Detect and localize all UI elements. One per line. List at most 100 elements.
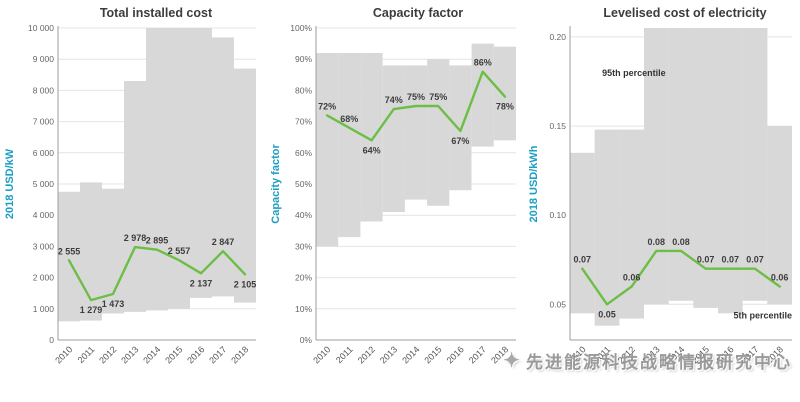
svg-text:0: 0 [49,335,54,345]
svg-text:75%: 75% [429,92,447,102]
svg-text:86%: 86% [474,58,492,68]
svg-text:2 555: 2 555 [58,246,81,256]
watermark-star-icon: ✦ [503,350,522,372]
svg-text:2011: 2011 [334,344,355,365]
svg-text:75%: 75% [407,92,425,102]
svg-text:2015: 2015 [422,344,443,365]
axes [315,26,516,341]
svg-text:10 000: 10 000 [28,23,54,33]
svg-text:2011: 2011 [76,344,97,365]
svg-text:80%: 80% [295,85,312,95]
svg-text:2015: 2015 [163,344,184,365]
svg-text:2017: 2017 [467,344,488,365]
levelised-cost-chart: 0.05 0.10 0.15 0.20 0.07 0.05 0.06 0.08 0.08 0.07… [528,26,792,366]
value-line [581,249,781,306]
svg-text:1 279: 1 279 [80,305,103,315]
svg-text:78%: 78% [496,102,514,112]
svg-text:0.15: 0.15 [549,121,566,131]
value-labels: 72% 68% 64% 74% 75% 75% 67% 86% 78% [318,58,514,156]
value-line [67,245,247,302]
svg-text:2010: 2010 [53,344,74,365]
svg-text:67%: 67% [451,136,469,146]
svg-text:3 000: 3 000 [33,241,55,251]
svg-text:2018: 2018 [229,344,250,365]
percentile-band [570,28,792,326]
svg-text:0.07: 0.07 [746,255,764,265]
svg-text:2 978: 2 978 [124,233,147,243]
value-line [325,70,507,142]
svg-text:74%: 74% [385,95,403,105]
svg-text:0.07: 0.07 [722,255,740,265]
svg-text:0.08: 0.08 [648,237,666,247]
capacity-factor-chart: 0% 10% 20% 30% 40% 50% 60% 70% 80% 90% 100% 72% 68% 6… [270,23,516,366]
y-axis-label: 2018 USD/kWh [528,145,540,222]
svg-text:2 105: 2 105 [234,279,257,289]
svg-text:0.07: 0.07 [574,255,592,265]
watermark-text: 先进能源科技战略情报研究中心 [526,353,792,372]
svg-text:6 000: 6 000 [33,148,55,158]
svg-text:5 000: 5 000 [33,179,55,189]
svg-text:100%: 100% [290,23,312,33]
svg-text:70%: 70% [295,117,312,127]
percentile-annotation: 95th percentile [602,68,666,78]
svg-text:4 000: 4 000 [33,210,55,220]
svg-text:2014: 2014 [400,344,421,365]
svg-text:0%: 0% [300,335,313,345]
svg-text:0.06: 0.06 [771,273,789,283]
y-axis-label: Capacity factor [270,144,282,224]
y-axis-label: 2018 USD/kW [4,148,16,219]
svg-text:72%: 72% [318,101,336,111]
svg-text:2016: 2016 [445,344,466,365]
svg-text:7 000: 7 000 [33,117,55,127]
chart-title-capacity-factor: Capacity factor [372,6,464,20]
svg-text:0.08: 0.08 [672,237,690,247]
svg-text:2013: 2013 [119,344,140,365]
axes [569,26,792,341]
svg-text:2 895: 2 895 [146,236,169,246]
svg-text:1 000: 1 000 [33,304,55,314]
svg-text:64%: 64% [363,145,381,155]
svg-text:2017: 2017 [207,344,228,365]
percentile-band [58,28,256,322]
svg-text:90%: 90% [295,54,312,64]
chart-title-total-installed-cost: Total installed cost [99,6,213,20]
value-labels: 0.07 0.05 0.06 0.08 0.08 0.07 0.07 0.07 0.06 [574,237,789,319]
svg-text:30%: 30% [295,241,312,251]
svg-text:2012: 2012 [97,344,118,365]
svg-text:2012: 2012 [356,344,377,365]
svg-text:0.05: 0.05 [598,309,616,319]
panel-levelised-cost: Levelised cost of electricity 0.05 0.10 0.… [524,4,800,398]
panel-capacity-factor: Capacity factor 0% 10% 20% 30% 40% 50% 60% 70% 8… [266,4,524,398]
svg-text:68%: 68% [340,114,358,124]
svg-text:0.20: 0.20 [549,32,566,42]
svg-text:8 000: 8 000 [33,85,55,95]
svg-text:9 000: 9 000 [33,54,55,64]
percentile-annotation: 5th percentile [733,311,792,321]
svg-text:2 847: 2 847 [212,237,235,247]
svg-text:2014: 2014 [141,344,162,365]
svg-text:60%: 60% [295,148,312,158]
svg-text:2 557: 2 557 [168,246,191,256]
svg-text:2 137: 2 137 [190,278,213,288]
svg-text:40%: 40% [295,210,312,220]
panel-total-installed-cost: Total installed cost 0 1 000 2 000 3 000 4 0… [0,4,266,398]
svg-text:0.05: 0.05 [549,299,566,309]
svg-text:20%: 20% [295,273,312,283]
x-tick-labels: 2010 2011 2012 2013 2014 2015 2016 2017 2018 [53,344,250,365]
watermark: ✦ 先进能源科技战略情报研究中心 [503,348,792,373]
svg-text:0.06: 0.06 [623,273,641,283]
svg-text:50%: 50% [295,179,312,189]
svg-text:2013: 2013 [378,344,399,365]
svg-text:10%: 10% [295,304,312,314]
percentile-band [316,43,516,247]
chart-title-levelised-cost: Levelised cost of electricity [603,6,767,20]
svg-text:2010: 2010 [311,344,332,365]
axes [57,26,256,341]
svg-text:1 473: 1 473 [102,299,125,309]
x-tick-labels: 2010 2011 2012 2013 2014 2015 2016 2017 2018 [311,344,510,365]
svg-text:0.10: 0.10 [549,210,566,220]
svg-text:2 000: 2 000 [33,273,55,283]
